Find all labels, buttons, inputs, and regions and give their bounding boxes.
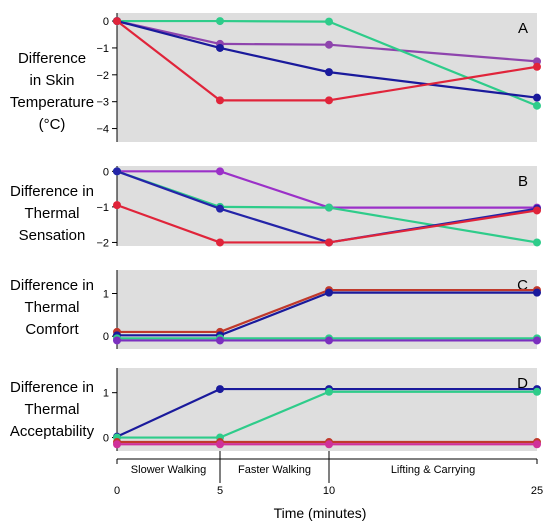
series-line bbox=[117, 19, 538, 107]
panel-title-line: Difference bbox=[18, 50, 86, 67]
y-tick-label: 0 bbox=[103, 16, 109, 28]
panel-label: A bbox=[518, 20, 528, 37]
panel-title-line: Difference in bbox=[10, 277, 94, 294]
data-point bbox=[216, 43, 224, 52]
data-point bbox=[216, 204, 224, 213]
y-tick-label: 0 bbox=[103, 166, 109, 178]
data-point bbox=[325, 238, 333, 247]
x-axis-title: Time (minutes) bbox=[274, 505, 367, 521]
data-point bbox=[113, 336, 121, 345]
data-point bbox=[325, 40, 333, 49]
y-tick-label: 0 bbox=[103, 331, 109, 343]
x-axis: 0 5 10 25 Slower Walking Faster Walking Liftin… bbox=[114, 451, 543, 521]
segment-label: Lifting & Carrying bbox=[391, 464, 475, 476]
data-point bbox=[216, 96, 224, 105]
y-tick-label: 0 bbox=[103, 433, 109, 445]
data-point bbox=[325, 387, 333, 396]
series-line bbox=[117, 390, 537, 439]
data-point bbox=[533, 62, 541, 71]
data-point bbox=[325, 203, 333, 212]
y-tick-label: −1 bbox=[96, 202, 109, 214]
data-point bbox=[533, 387, 541, 396]
data-point bbox=[533, 238, 541, 247]
panel-title-line: Acceptability bbox=[10, 423, 95, 440]
panel-d: 1 0 Difference in Thermal Acceptability D bbox=[10, 368, 541, 451]
panel-b: 0 −1 −2 Difference in Thermal Sensation B bbox=[10, 166, 541, 249]
y-tick-label: 1 bbox=[103, 288, 109, 300]
y-tick-label: −2 bbox=[96, 237, 109, 249]
series-line bbox=[116, 19, 538, 99]
panel-label: C bbox=[517, 277, 528, 294]
panel-title-line: in Skin bbox=[29, 72, 74, 89]
data-point bbox=[113, 440, 121, 449]
panel-title-line: Thermal bbox=[24, 401, 79, 418]
data-point bbox=[533, 101, 541, 110]
data-point bbox=[216, 17, 224, 26]
panel-a: 0 −1 −2 −3 −4 Difference in Skin Temperature (°C… bbox=[10, 13, 541, 142]
panel-title-line: Difference in bbox=[10, 183, 94, 200]
data-point bbox=[216, 440, 224, 449]
series-line bbox=[116, 19, 538, 63]
data-point bbox=[216, 336, 224, 345]
panel-label: D bbox=[517, 375, 528, 392]
panel-c: 1 0 Difference in Thermal Comfort C bbox=[10, 270, 541, 349]
panel-title-line: Temperature bbox=[10, 94, 94, 111]
series-line bbox=[117, 288, 537, 334]
x-tick-label: 5 bbox=[217, 485, 223, 497]
data-point bbox=[325, 68, 333, 77]
series-line bbox=[116, 20, 538, 102]
y-tick-label: −2 bbox=[96, 70, 109, 82]
data-point bbox=[325, 336, 333, 345]
data-point bbox=[325, 288, 333, 297]
data-point bbox=[113, 201, 121, 210]
panel-title-line: Comfort bbox=[25, 321, 79, 338]
data-point bbox=[533, 440, 541, 449]
data-point bbox=[325, 440, 333, 449]
data-point bbox=[216, 238, 224, 247]
series-line bbox=[116, 204, 538, 244]
segment-label: Slower Walking bbox=[131, 464, 206, 476]
data-point bbox=[216, 167, 224, 176]
data-point bbox=[216, 385, 224, 394]
panel-title-line: Thermal bbox=[24, 299, 79, 316]
x-tick-label: 10 bbox=[323, 485, 335, 497]
data-point bbox=[325, 17, 333, 26]
y-tick-label: −4 bbox=[96, 124, 109, 136]
series-line bbox=[117, 291, 537, 337]
data-point bbox=[325, 96, 333, 105]
panel-title-line: Thermal bbox=[24, 205, 79, 222]
data-point bbox=[113, 17, 121, 26]
y-tick-label: 1 bbox=[103, 388, 109, 400]
segment-label: Faster Walking bbox=[238, 464, 311, 476]
data-point bbox=[533, 336, 541, 345]
series-line bbox=[116, 387, 537, 438]
data-point bbox=[533, 288, 541, 297]
x-tick-label: 0 bbox=[114, 485, 120, 497]
y-tick-label: −3 bbox=[96, 97, 109, 109]
x-tick-label: 25 bbox=[531, 485, 543, 497]
panel-title-line: Sensation bbox=[19, 227, 86, 244]
data-point bbox=[533, 93, 541, 102]
panel-title-line: (°C) bbox=[39, 116, 66, 133]
data-point bbox=[533, 206, 541, 215]
panel-label: B bbox=[518, 173, 528, 190]
panel-title-line: Difference in bbox=[10, 379, 94, 396]
data-point bbox=[113, 167, 121, 176]
series-line bbox=[117, 170, 537, 209]
y-tick-label: −1 bbox=[96, 43, 109, 55]
